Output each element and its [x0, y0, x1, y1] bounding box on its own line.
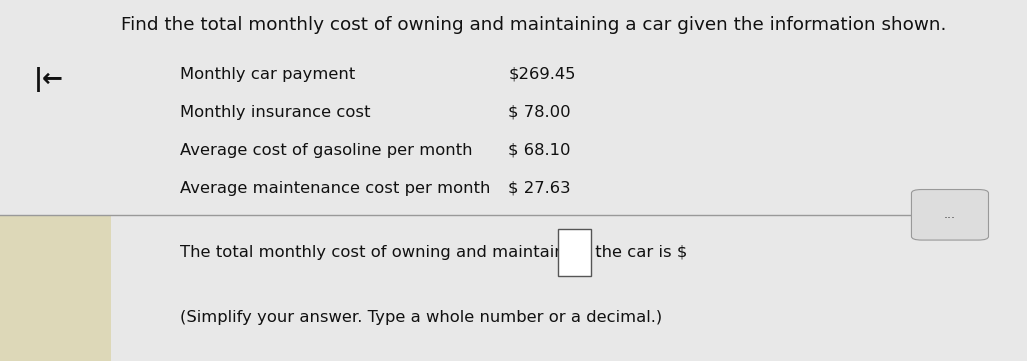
Text: ...: ... — [944, 208, 956, 221]
Text: Average maintenance cost per month: Average maintenance cost per month — [180, 180, 490, 196]
Text: $ 68.10: $ 68.10 — [508, 143, 571, 158]
Text: $ 27.63: $ 27.63 — [508, 180, 571, 196]
Text: $ 78.00: $ 78.00 — [508, 105, 571, 120]
Text: Average cost of gasoline per month: Average cost of gasoline per month — [180, 143, 472, 158]
Text: (Simplify your answer. Type a whole number or a decimal.): (Simplify your answer. Type a whole numb… — [180, 310, 662, 325]
Text: |←: |← — [34, 67, 65, 92]
Text: Monthly car payment: Monthly car payment — [180, 67, 355, 82]
FancyBboxPatch shape — [0, 215, 111, 361]
Text: Monthly insurance cost: Monthly insurance cost — [180, 105, 370, 120]
FancyBboxPatch shape — [912, 190, 989, 240]
Text: .: . — [595, 245, 600, 260]
FancyBboxPatch shape — [558, 229, 591, 276]
Text: $269.45: $269.45 — [508, 67, 576, 82]
Text: Find the total monthly cost of owning and maintaining a car given the informatio: Find the total monthly cost of owning an… — [121, 16, 947, 34]
Text: The total monthly cost of owning and maintaining the car is $: The total monthly cost of owning and mai… — [180, 245, 687, 260]
